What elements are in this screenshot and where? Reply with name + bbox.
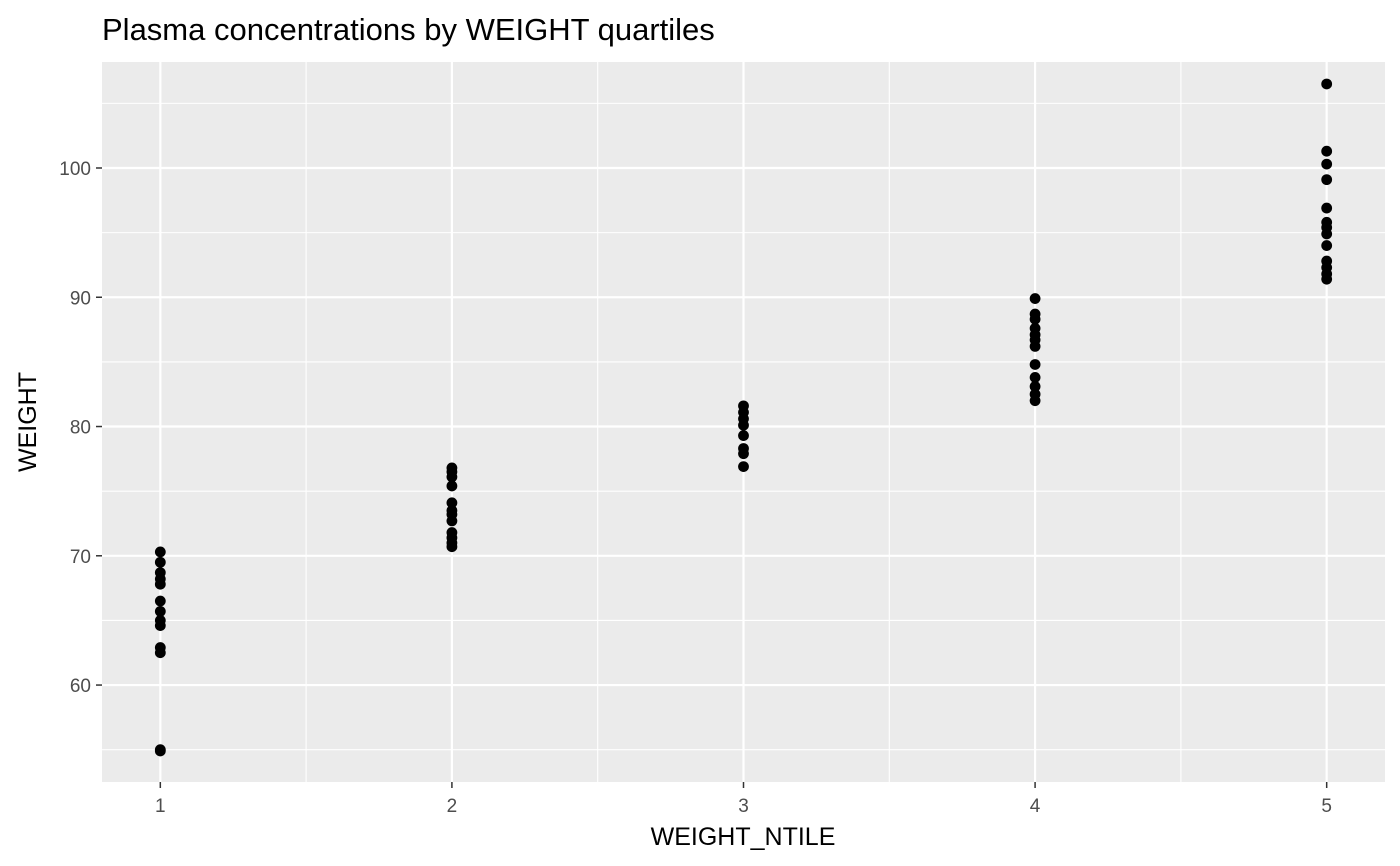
data-point	[1029, 372, 1041, 383]
data-point	[446, 497, 458, 509]
data-point	[154, 556, 166, 568]
chart-title: Plasma concentrations by WEIGHT quartile…	[102, 12, 715, 47]
data-point	[154, 546, 166, 558]
data-point	[154, 567, 166, 578]
data-points	[154, 78, 1333, 757]
data-point	[1029, 308, 1041, 320]
y-tick-label: 70	[70, 547, 91, 568]
y-axis-title: WEIGHT	[14, 372, 42, 472]
data-point	[446, 505, 458, 516]
data-point	[1029, 293, 1041, 304]
data-point	[1321, 78, 1333, 90]
data-point	[738, 443, 749, 454]
data-point	[1321, 202, 1333, 214]
data-point	[154, 605, 166, 617]
y-tick-label: 100	[59, 159, 91, 180]
x-axis-title: WEIGHT_NTILE	[651, 823, 836, 851]
x-tick-label: 2	[447, 796, 458, 817]
x-tick-label: 3	[738, 796, 749, 817]
x-tick-label: 4	[1030, 796, 1041, 817]
data-point	[1321, 255, 1333, 267]
data-point	[154, 595, 166, 607]
major-gridlines	[102, 62, 1385, 782]
data-point	[738, 461, 749, 472]
data-point	[446, 480, 458, 492]
data-point	[1321, 158, 1333, 170]
data-point	[446, 462, 458, 474]
data-point	[1321, 216, 1333, 228]
data-point	[154, 615, 166, 626]
x-axis: 1 2 3 4 5	[155, 782, 1332, 817]
data-point	[738, 400, 749, 412]
x-tick-label: 1	[155, 796, 166, 817]
y-axis: 60 70 80 90 100	[59, 159, 102, 697]
data-point	[446, 527, 458, 538]
data-point	[1029, 388, 1041, 400]
data-point	[154, 744, 166, 756]
y-tick-label: 60	[70, 676, 91, 697]
data-point	[1321, 240, 1333, 251]
data-point	[1029, 359, 1041, 370]
data-point	[1029, 381, 1041, 392]
data-point	[1321, 145, 1333, 157]
data-point	[738, 430, 749, 441]
y-tick-label: 90	[70, 288, 91, 309]
data-point	[1321, 174, 1333, 186]
x-tick-label: 5	[1321, 796, 1332, 817]
data-point	[154, 642, 166, 653]
data-point	[1029, 322, 1041, 334]
y-tick-label: 80	[70, 418, 91, 439]
